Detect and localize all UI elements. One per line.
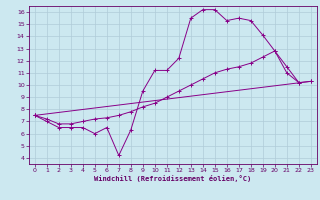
X-axis label: Windchill (Refroidissement éolien,°C): Windchill (Refroidissement éolien,°C) xyxy=(94,175,252,182)
